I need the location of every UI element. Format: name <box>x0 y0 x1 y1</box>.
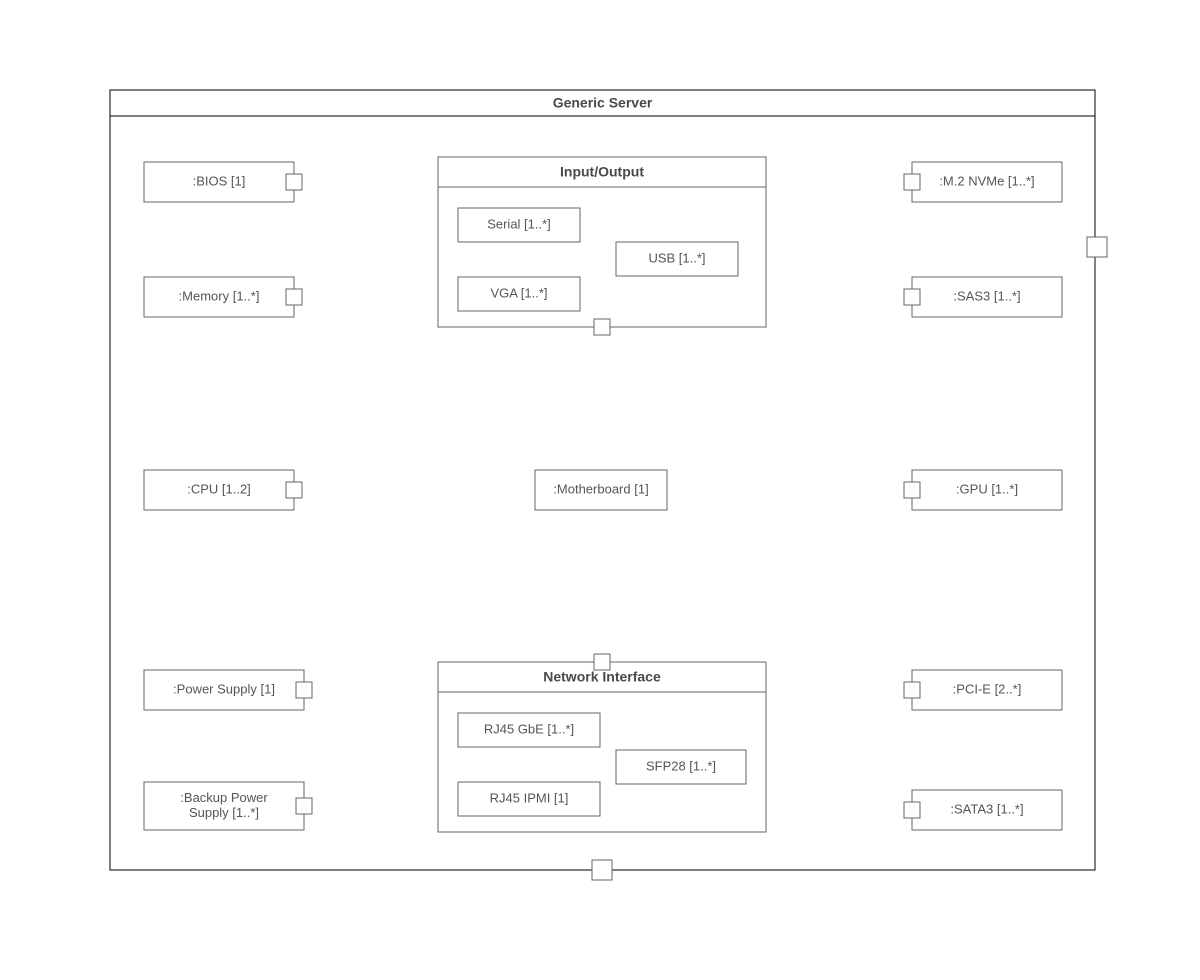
port-sata3 <box>904 802 920 818</box>
port-memory <box>286 289 302 305</box>
port-net-top <box>594 654 610 670</box>
node-label-sfp28: SFP28 [1..*] <box>646 758 716 773</box>
group-title-net: Network Interface <box>543 669 661 685</box>
node-gpu: :GPU [1..*] <box>904 470 1062 510</box>
node-label-m2: :M.2 NVMe [1..*] <box>939 173 1034 188</box>
node-psu: :Power Supply [1] <box>144 670 312 710</box>
port-m2 <box>904 174 920 190</box>
port-psu <box>296 682 312 698</box>
node-pcie: :PCI-E [2..*] <box>904 670 1062 710</box>
port-container-extern <box>1087 237 1107 257</box>
port-net-extern <box>592 860 612 880</box>
node-label-sas3: :SAS3 [1..*] <box>953 288 1020 303</box>
node-label-gpu: :GPU [1..*] <box>956 481 1018 496</box>
node-cpu: :CPU [1..2] <box>144 470 302 510</box>
node-m2: :M.2 NVMe [1..*] <box>904 162 1062 202</box>
node-label-psu: :Power Supply [1] <box>173 681 275 696</box>
svg-text:Supply [1..*]: Supply [1..*] <box>189 805 259 820</box>
node-sata3: :SATA3 [1..*] <box>904 790 1062 830</box>
node-label-mobo: :Motherboard [1] <box>553 481 648 496</box>
node-label-bios: :BIOS [1] <box>193 173 246 188</box>
node-label-cpu: :CPU [1..2] <box>187 481 251 496</box>
port-gpu <box>904 482 920 498</box>
node-label-usb: USB [1..*] <box>648 250 705 265</box>
port-io <box>594 319 610 335</box>
port-pcie <box>904 682 920 698</box>
node-bpsu: :Backup PowerSupply [1..*] <box>144 782 312 830</box>
node-memory: :Memory [1..*] <box>144 277 302 317</box>
node-label-memory: :Memory [1..*] <box>179 288 260 303</box>
svg-text::Backup Power: :Backup Power <box>180 790 268 805</box>
port-cpu <box>286 482 302 498</box>
node-label-rj45gbe: RJ45 GbE [1..*] <box>484 721 574 736</box>
node-label-vga: VGA [1..*] <box>490 285 547 300</box>
node-sas3: :SAS3 [1..*] <box>904 277 1062 317</box>
node-label-pcie: :PCI-E [2..*] <box>953 681 1022 696</box>
node-mobo: :Motherboard [1] <box>535 470 667 510</box>
node-label-serial: Serial [1..*] <box>487 216 551 231</box>
container-title: Generic Server <box>553 95 653 111</box>
node-label-sata3: :SATA3 [1..*] <box>950 801 1023 816</box>
port-bios <box>286 174 302 190</box>
port-sas3 <box>904 289 920 305</box>
node-bios: :BIOS [1] <box>144 162 302 202</box>
diagram-canvas: Flash ROMDIMMSocket24-pin ATX24-pin ATXP… <box>0 0 1200 980</box>
group-title-io: Input/Output <box>560 164 644 180</box>
port-bpsu <box>296 798 312 814</box>
node-label-rj45ipmi: RJ45 IPMI [1] <box>490 790 569 805</box>
group-io: Input/Output Serial [1..*] USB [1..*] VGA [… <box>438 157 766 335</box>
